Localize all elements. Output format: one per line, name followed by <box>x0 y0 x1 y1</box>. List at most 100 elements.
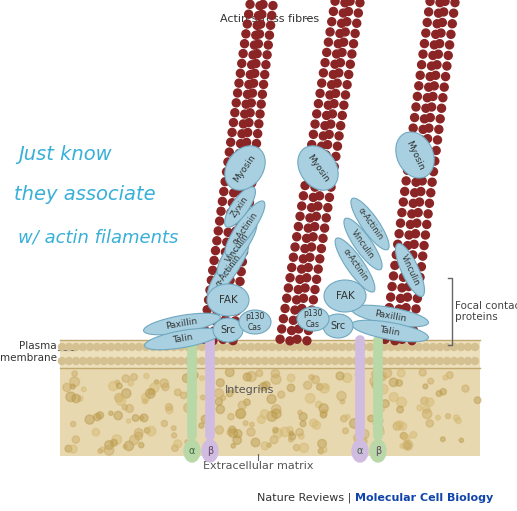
Circle shape <box>324 38 332 46</box>
Circle shape <box>373 358 381 364</box>
Circle shape <box>346 0 354 5</box>
Circle shape <box>244 90 251 99</box>
Circle shape <box>289 433 296 440</box>
Circle shape <box>336 372 344 380</box>
Circle shape <box>254 130 262 137</box>
Circle shape <box>422 104 430 112</box>
Circle shape <box>233 436 241 445</box>
Circle shape <box>78 396 83 401</box>
Circle shape <box>426 73 434 81</box>
Circle shape <box>146 388 155 398</box>
Circle shape <box>229 429 238 437</box>
Circle shape <box>408 210 416 218</box>
Circle shape <box>325 343 331 351</box>
Circle shape <box>232 99 240 107</box>
Circle shape <box>290 253 297 261</box>
Circle shape <box>244 208 252 217</box>
Circle shape <box>312 376 320 384</box>
Ellipse shape <box>184 440 200 462</box>
Circle shape <box>108 343 114 351</box>
Circle shape <box>234 207 242 215</box>
Circle shape <box>214 227 222 235</box>
Circle shape <box>458 343 464 351</box>
Circle shape <box>408 343 416 351</box>
Circle shape <box>302 274 311 282</box>
Circle shape <box>215 297 222 305</box>
Circle shape <box>278 391 285 398</box>
Bar <box>60 368 480 456</box>
Circle shape <box>296 315 305 323</box>
Circle shape <box>200 376 204 381</box>
Circle shape <box>290 316 297 324</box>
Circle shape <box>378 373 387 381</box>
Circle shape <box>420 115 429 123</box>
Circle shape <box>332 50 341 58</box>
Circle shape <box>381 358 388 364</box>
Circle shape <box>184 403 193 412</box>
Circle shape <box>231 389 235 393</box>
Circle shape <box>314 265 322 273</box>
Circle shape <box>209 337 217 345</box>
Circle shape <box>201 395 205 400</box>
Circle shape <box>98 449 102 453</box>
Circle shape <box>100 358 108 364</box>
Circle shape <box>290 431 294 436</box>
Circle shape <box>416 147 424 154</box>
Circle shape <box>299 443 309 453</box>
Circle shape <box>190 409 195 414</box>
Circle shape <box>355 371 362 378</box>
Circle shape <box>212 317 220 325</box>
Circle shape <box>396 380 402 386</box>
Circle shape <box>209 266 217 274</box>
Circle shape <box>261 442 269 450</box>
Circle shape <box>403 435 410 442</box>
Circle shape <box>327 120 335 128</box>
Circle shape <box>171 358 177 364</box>
Circle shape <box>315 192 324 200</box>
Text: Myosin: Myosin <box>232 152 258 183</box>
Circle shape <box>229 257 236 265</box>
Circle shape <box>258 10 266 18</box>
Circle shape <box>66 392 75 402</box>
Circle shape <box>69 445 77 453</box>
Circle shape <box>257 100 265 108</box>
Circle shape <box>464 358 472 364</box>
Circle shape <box>314 100 323 108</box>
Circle shape <box>278 325 286 333</box>
Circle shape <box>372 381 382 390</box>
Circle shape <box>306 151 314 159</box>
Circle shape <box>244 20 251 28</box>
Circle shape <box>237 140 245 148</box>
Circle shape <box>104 440 114 450</box>
Circle shape <box>246 71 254 79</box>
Circle shape <box>421 397 428 405</box>
Circle shape <box>281 305 289 312</box>
Circle shape <box>423 406 430 413</box>
Circle shape <box>245 81 253 88</box>
Circle shape <box>425 398 434 406</box>
Circle shape <box>143 343 149 351</box>
Circle shape <box>114 358 121 364</box>
Circle shape <box>320 69 327 77</box>
Circle shape <box>72 394 80 403</box>
Circle shape <box>220 358 226 364</box>
Circle shape <box>231 237 239 245</box>
Circle shape <box>316 152 324 160</box>
Ellipse shape <box>335 238 375 292</box>
Circle shape <box>290 343 297 351</box>
Circle shape <box>177 343 185 351</box>
Circle shape <box>324 384 328 389</box>
Circle shape <box>389 392 398 402</box>
Circle shape <box>323 49 331 56</box>
Circle shape <box>308 204 315 212</box>
Circle shape <box>206 286 214 294</box>
Circle shape <box>293 445 300 451</box>
Circle shape <box>301 245 309 252</box>
Circle shape <box>220 326 228 334</box>
Circle shape <box>354 433 363 443</box>
Text: Talin: Talin <box>172 333 194 345</box>
Circle shape <box>236 197 244 205</box>
Circle shape <box>322 214 330 222</box>
Circle shape <box>344 8 353 15</box>
Circle shape <box>251 149 260 157</box>
